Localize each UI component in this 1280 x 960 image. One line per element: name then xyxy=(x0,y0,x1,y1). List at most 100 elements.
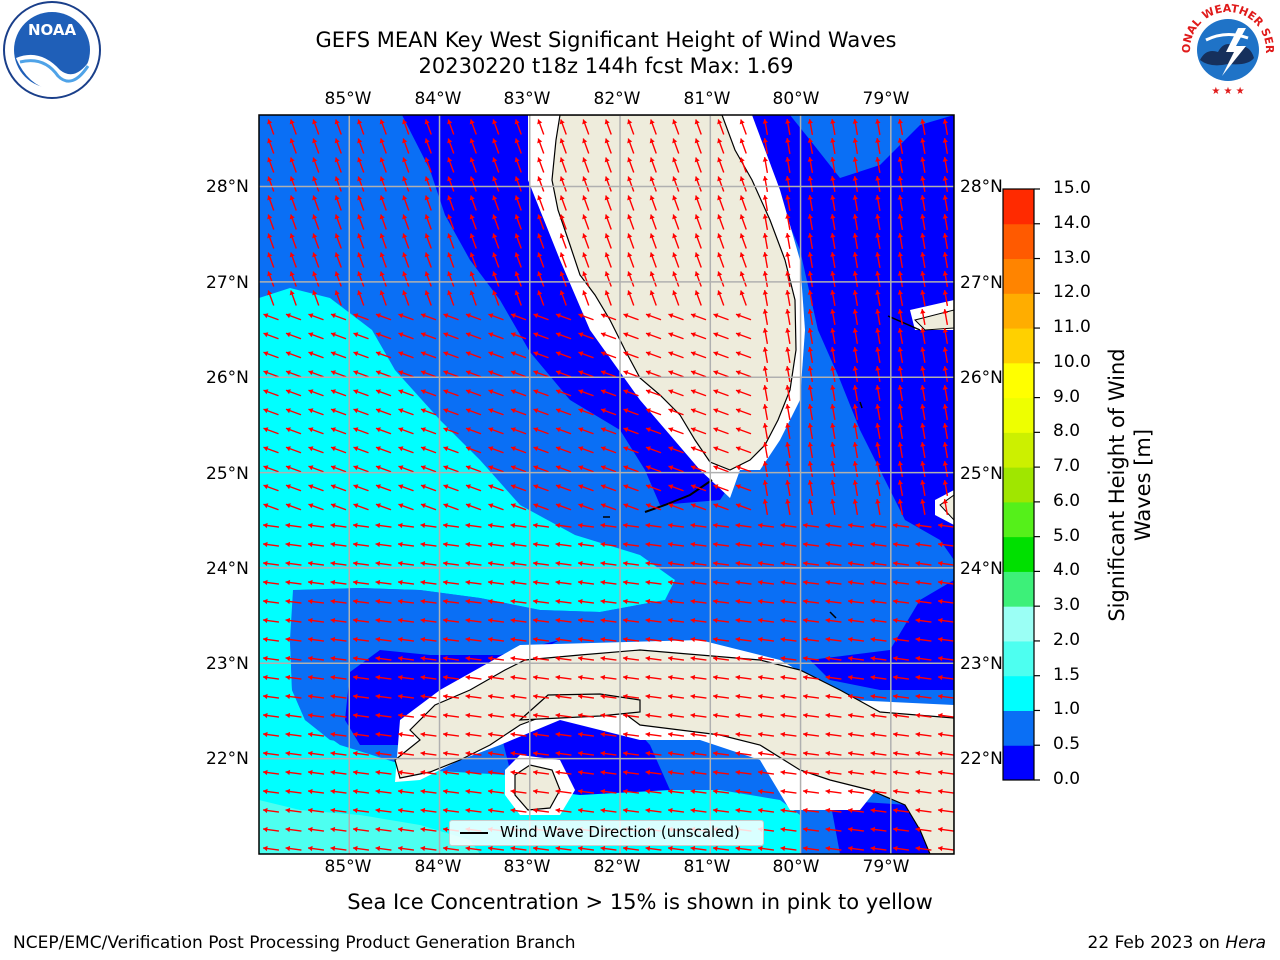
wave-direction-arrow xyxy=(397,522,415,529)
wave-direction-arrow xyxy=(645,465,662,473)
wave-direction-arrow xyxy=(937,788,954,795)
wave-direction-arrow xyxy=(942,346,949,364)
wave-direction-arrow xyxy=(424,138,432,154)
wave-direction-arrow xyxy=(555,807,572,814)
wave-direction-arrow xyxy=(532,693,550,700)
wave-direction-arrow xyxy=(397,541,415,548)
wave-direction-arrow xyxy=(897,289,904,307)
wave-direction-arrow xyxy=(443,427,459,435)
wave-direction-arrow xyxy=(420,351,437,359)
wave-direction-arrow xyxy=(424,233,432,249)
wave-direction-arrow xyxy=(622,560,640,567)
wave-direction-arrow xyxy=(830,213,836,231)
wave-direction-arrow xyxy=(690,845,707,852)
wave-direction-arrow xyxy=(334,176,342,192)
wave-direction-arrow xyxy=(353,332,369,340)
wave-direction-arrow xyxy=(757,750,775,757)
wave-direction-arrow xyxy=(802,560,820,567)
wave-direction-arrow xyxy=(424,157,432,173)
wave-direction-arrow xyxy=(694,214,702,230)
wave-direction-arrow xyxy=(465,351,482,359)
wave-direction-arrow xyxy=(739,233,747,249)
wave-direction-arrow xyxy=(757,845,775,852)
wave-direction-arrow xyxy=(397,845,415,852)
wave-direction-arrow xyxy=(622,693,640,700)
wave-direction-arrow xyxy=(690,769,707,776)
wave-direction-arrow xyxy=(420,560,437,567)
wave-direction-arrow xyxy=(735,655,752,662)
wave-direction-arrow xyxy=(285,826,302,833)
wave-direction-arrow xyxy=(942,422,949,440)
wave-direction-arrow xyxy=(852,403,859,421)
lon-label-top: 81°W xyxy=(683,89,731,109)
wave-direction-arrow xyxy=(825,807,842,814)
wave-direction-arrow xyxy=(892,674,910,681)
wave-direction-arrow xyxy=(465,332,482,340)
wave-direction-arrow xyxy=(717,290,725,306)
wave-direction-arrow xyxy=(307,807,325,814)
wave-direction-arrow xyxy=(465,731,482,738)
lat-label-right: 23°N xyxy=(960,654,1003,674)
wave-direction-arrow xyxy=(830,479,836,497)
wave-direction-arrow xyxy=(604,271,612,287)
wave-direction-arrow xyxy=(915,731,932,738)
wave-direction-arrow xyxy=(267,252,275,268)
colorbar-segment xyxy=(1003,362,1034,399)
wave-direction-arrow xyxy=(312,157,320,173)
wave-direction-arrow xyxy=(627,119,635,135)
wave-direction-arrow xyxy=(334,119,342,135)
wave-direction-arrow xyxy=(627,290,635,306)
wave-direction-arrow xyxy=(735,674,752,681)
wave-direction-arrow xyxy=(757,541,775,548)
wave-direction-arrow xyxy=(937,560,954,567)
wave-direction-arrow xyxy=(267,119,275,135)
wave-direction-arrow xyxy=(892,807,910,814)
wave-direction-arrow xyxy=(577,807,595,814)
colorbar-segment xyxy=(1003,501,1034,538)
wave-direction-arrow xyxy=(600,845,617,852)
wave-direction-arrow xyxy=(488,351,504,359)
wave-direction-arrow xyxy=(285,731,302,738)
wave-direction-arrow xyxy=(533,351,549,359)
wave-direction-arrow xyxy=(465,750,482,757)
wave-direction-arrow xyxy=(875,118,881,136)
wave-direction-arrow xyxy=(488,503,504,511)
wave-direction-arrow xyxy=(762,251,769,269)
wave-direction-arrow xyxy=(802,712,820,719)
wave-direction-arrow xyxy=(780,655,797,662)
wave-direction-arrow xyxy=(465,408,482,416)
wave-direction-arrow xyxy=(289,119,297,135)
wave-direction-arrow xyxy=(465,617,482,624)
wave-direction-arrow xyxy=(600,636,617,643)
wave-direction-arrow xyxy=(847,693,865,700)
map-border xyxy=(258,114,955,855)
wave-direction-arrow xyxy=(622,674,640,681)
wave-direction-arrow xyxy=(262,788,280,795)
wave-direction-arrow xyxy=(712,579,730,586)
colorbar-segment xyxy=(1003,640,1034,677)
colorbar-segment xyxy=(1003,571,1034,607)
wave-direction-arrow xyxy=(330,408,347,416)
wave-direction-arrow xyxy=(645,731,662,738)
wave-direction-arrow xyxy=(713,370,729,378)
wave-direction-arrow xyxy=(649,138,657,154)
wave-direction-arrow xyxy=(353,503,369,511)
wave-direction-arrow xyxy=(600,693,617,700)
wave-direction-arrow xyxy=(852,118,859,136)
wave-direction-arrow xyxy=(694,271,702,287)
wave-direction-arrow xyxy=(533,332,549,340)
wave-direction-arrow xyxy=(375,750,392,757)
wave-direction-arrow xyxy=(690,788,707,795)
wave-direction-arrow xyxy=(942,232,949,250)
wave-direction-arrow xyxy=(735,807,752,814)
wave-direction-arrow xyxy=(870,750,887,757)
wave-direction-arrow xyxy=(847,845,865,852)
lon-label-bottom: 84°W xyxy=(414,857,462,877)
wave-direction-arrow xyxy=(668,313,684,321)
wave-direction-arrow xyxy=(915,788,932,795)
wave-direction-arrow xyxy=(307,674,325,681)
wave-direction-arrow xyxy=(802,541,820,548)
wave-direction-arrow xyxy=(672,290,680,306)
wave-direction-arrow xyxy=(510,560,527,567)
wave-direction-arrow xyxy=(920,137,926,155)
